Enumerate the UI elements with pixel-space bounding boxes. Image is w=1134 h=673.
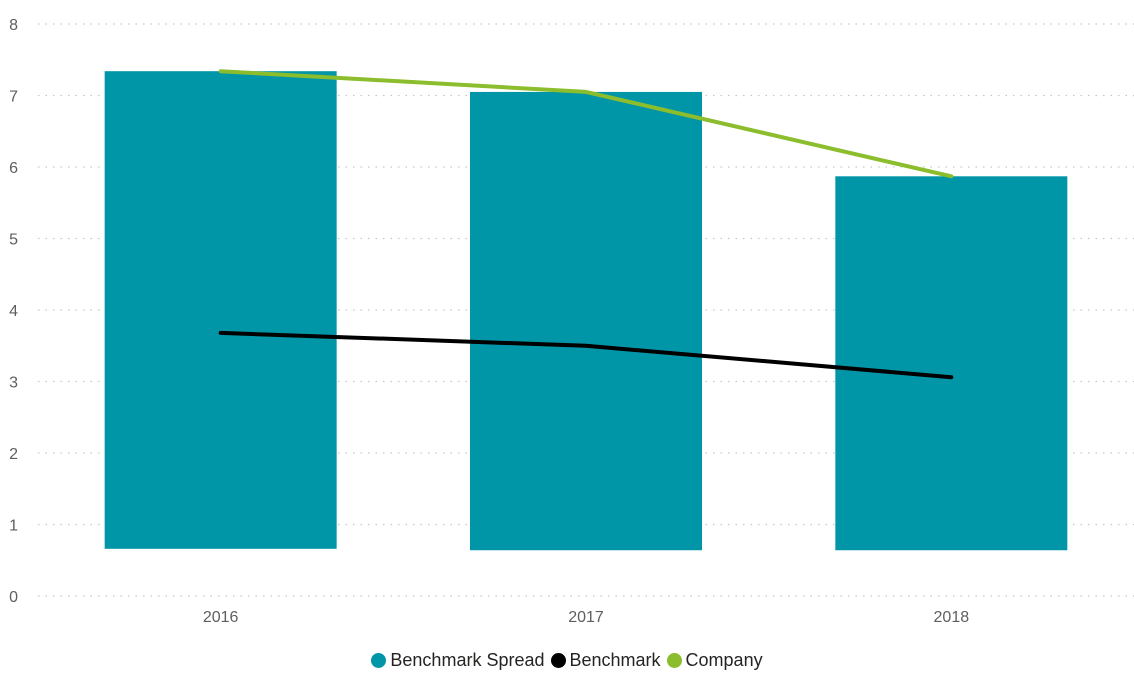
- y-tick-label: 2: [9, 446, 18, 463]
- y-tick-label: 7: [9, 89, 18, 106]
- y-axis: 0 1 2 3 4 5 6 7 8: [9, 17, 18, 606]
- y-tick-label: 6: [9, 160, 18, 177]
- legend-marker: [666, 653, 682, 668]
- y-tick-label: 0: [9, 589, 18, 606]
- legend-item-benchmark[interactable]: Benchmark: [550, 650, 661, 671]
- legend-label: Company: [685, 650, 763, 670]
- bar-benchmark-spread-2017: [470, 91, 702, 551]
- bar-benchmark-spread-2016: [104, 71, 337, 549]
- y-tick-label: 5: [9, 232, 18, 249]
- x-tick-label: 2018: [934, 609, 970, 626]
- x-tick-label: 2016: [203, 609, 239, 626]
- legend-label: Benchmark Spread: [390, 650, 545, 670]
- line-benchmark: [218, 330, 954, 380]
- y-tick-label: 8: [9, 17, 18, 34]
- x-tick-label: 2017: [568, 609, 604, 626]
- y-tick-label: 1: [9, 518, 18, 535]
- legend: Benchmark Spread Benchmark Company: [0, 650, 1134, 671]
- bars: [104, 71, 1068, 551]
- legend-label: Benchmark: [569, 650, 661, 670]
- line-company: [218, 69, 954, 179]
- legend-marker: [371, 653, 387, 668]
- legend-item-company[interactable]: Company: [666, 650, 763, 671]
- legend-item-benchmark-spread[interactable]: Benchmark Spread: [371, 650, 545, 671]
- chart-plot: 0 1 2 3 4 5 6 7 8 2016 2017 2018: [9, 17, 1134, 626]
- y-tick-label: 3: [9, 375, 18, 392]
- bar-benchmark-spread-2018: [835, 176, 1068, 551]
- y-tick-label: 4: [9, 303, 18, 320]
- x-axis: 2016 2017 2018: [203, 609, 969, 626]
- legend-marker: [550, 653, 566, 668]
- lines: [218, 69, 954, 380]
